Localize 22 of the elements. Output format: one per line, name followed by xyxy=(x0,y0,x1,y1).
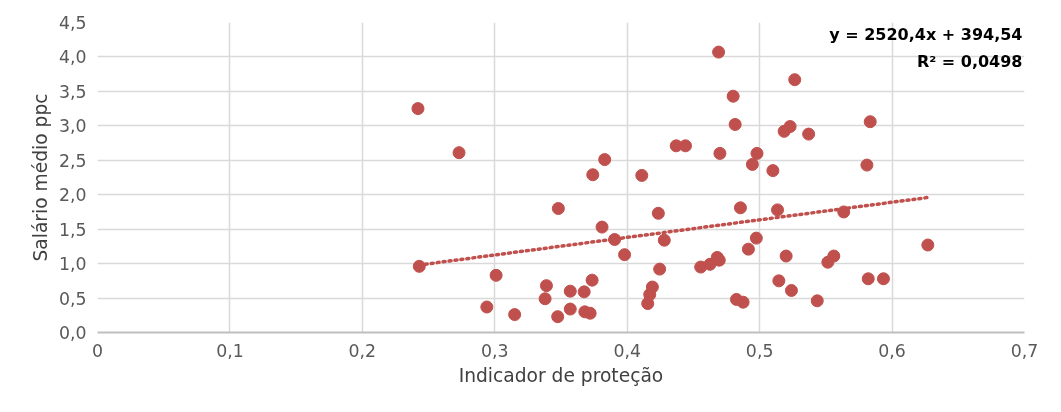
y-tick-label: 3,0 xyxy=(58,116,87,137)
y-tick-label: 1,0 xyxy=(58,254,87,275)
y-tick-label: 2,0 xyxy=(58,185,87,206)
y-tick-label: 2,5 xyxy=(58,150,87,171)
x-tick-label: 0,7 xyxy=(1010,340,1039,361)
y-tick-label: 0,5 xyxy=(58,288,87,309)
y-tick-label: 0,0 xyxy=(58,323,87,343)
x-tick-label: 0,1 xyxy=(216,340,244,361)
annotation: R² = 0,0498 xyxy=(916,52,1023,71)
x-tick-label: 0,2 xyxy=(348,340,377,361)
x-axis-title: Indicador de proteção xyxy=(458,364,664,386)
x-tick-label: 0,6 xyxy=(878,340,906,361)
x-tick-label: 0 xyxy=(91,340,104,361)
x-tick-label: 0,5 xyxy=(745,340,774,361)
y-axis-title: Salário médio ppc xyxy=(29,93,51,262)
y-tick-label: 4,5 xyxy=(58,13,87,33)
y-tick-label: 4,0 xyxy=(58,47,87,68)
x-tick-label: 0,4 xyxy=(613,340,641,361)
y-tick-label: 1,5 xyxy=(58,219,87,240)
x-tick-label: 0,3 xyxy=(481,340,509,361)
annotation: y = 2520,4x + 394,54 xyxy=(829,25,1023,44)
y-tick-label: 3,5 xyxy=(58,81,87,102)
